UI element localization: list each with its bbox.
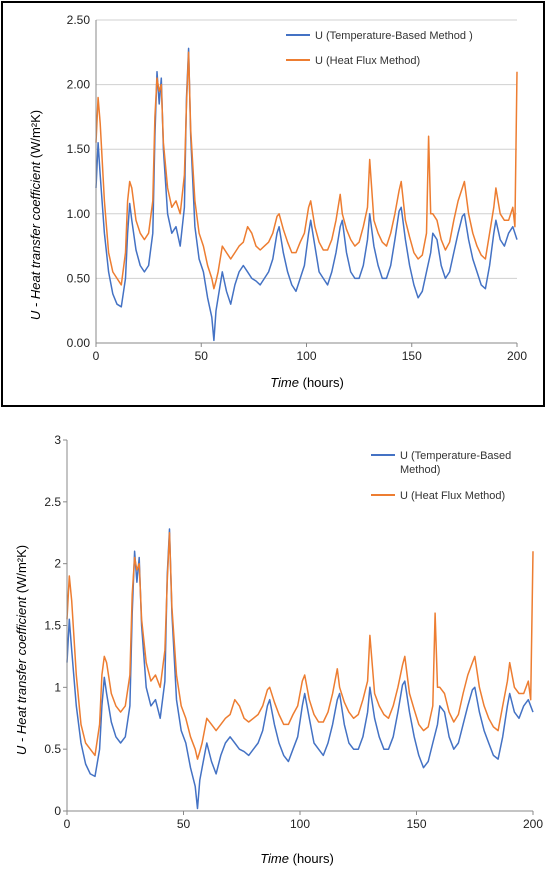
y-tick-label: 2.5 [44, 495, 61, 509]
legend-label-heat-flux: U (Heat Flux Method) [400, 490, 505, 502]
x-tick-label: 100 [290, 817, 310, 831]
x-tick-label: 50 [177, 817, 191, 831]
y-tick-label: 3 [54, 433, 61, 447]
series-line-heat-flux [66, 532, 534, 760]
legend-label-heat-flux: U (Heat Flux Method) [315, 55, 420, 67]
chart-top: 0.00 0.50 1.00 1.50 2.00 2.50 0 50 100 150 200 Tim… [0, 0, 550, 412]
chart-bottom: 0 0.5 1 1.5 2 2.5 3 0 50 100 150 200 Time (hours) U… [0, 418, 550, 875]
series-line-temperature-based [66, 528, 534, 810]
legend-label-temperature-line2: Method) [400, 464, 440, 476]
x-tick-label: 50 [195, 349, 209, 363]
chart-top-frame [1, 1, 545, 407]
x-axis-title: Time (hours) [260, 851, 334, 866]
y-tick-label: 1.00 [67, 207, 91, 221]
x-tick-label: 0 [64, 817, 71, 831]
y-tick-label: 0 [54, 804, 61, 818]
x-tick-label: 150 [402, 349, 422, 363]
y-tick-label: 2 [54, 557, 61, 571]
y-tick-label: 1 [54, 680, 61, 694]
series-line-heat-flux [95, 51, 518, 290]
y-tick-label: 0.50 [67, 271, 91, 285]
y-axis-title: U - Heat transfer coefficient (W/m²K) [28, 110, 43, 320]
x-tick-label: 150 [406, 817, 426, 831]
legend: U (Temperature-Based Method) U (Heat Flu… [371, 450, 511, 502]
x-tick-label: 0 [93, 349, 100, 363]
chart-top-svg: 0.00 0.50 1.00 1.50 2.00 2.50 0 50 100 150 200 Tim… [28, 13, 527, 390]
y-axis-title: U - Heat transfer coefficient (W/m²K) [14, 545, 29, 755]
x-axis-title: Time (hours) [270, 375, 344, 390]
y-tick-label: 2.00 [67, 78, 91, 92]
legend-label-temperature-line1: U (Temperature-Based [400, 450, 511, 462]
y-tick-label: 2.50 [67, 13, 91, 27]
y-tick-label: 1.5 [44, 619, 61, 633]
series-line-temperature-based [95, 47, 518, 342]
x-tick-label: 200 [507, 349, 527, 363]
chart-bottom-svg: 0 0.5 1 1.5 2 2.5 3 0 50 100 150 200 Time (hours) U… [14, 433, 543, 866]
x-tick-label: 100 [296, 349, 316, 363]
y-tick-label: 0.00 [67, 336, 91, 350]
x-tick-label: 200 [523, 817, 543, 831]
legend: U (Temperature-Based Method ) U (Heat Fl… [286, 30, 473, 67]
y-tick-label: 0.5 [44, 742, 61, 756]
y-tick-label: 1.50 [67, 142, 91, 156]
legend-label-temperature: U (Temperature-Based Method ) [315, 30, 473, 42]
